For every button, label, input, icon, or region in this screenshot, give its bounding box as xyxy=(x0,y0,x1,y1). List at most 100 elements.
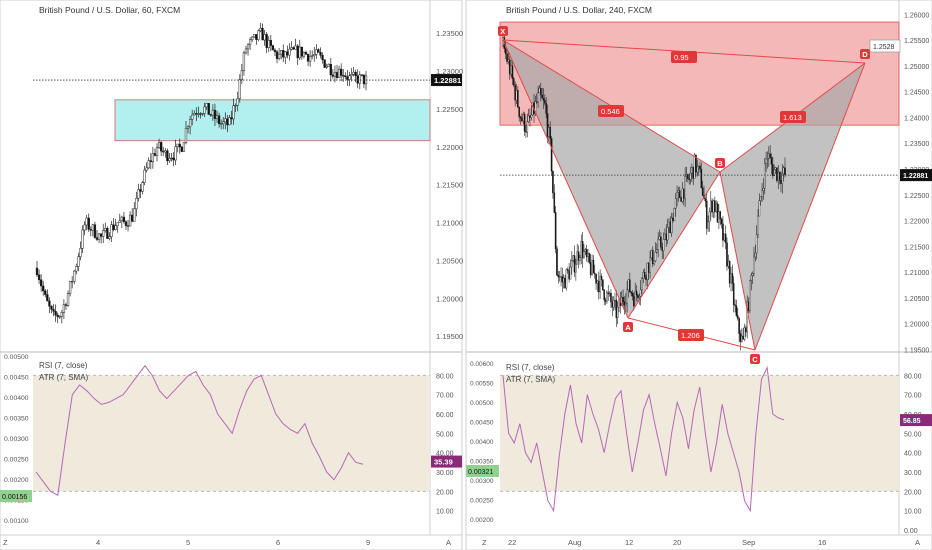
rsi-tick-label: 30.00 xyxy=(436,470,454,477)
candle-body xyxy=(610,292,612,303)
candle-body xyxy=(622,296,624,303)
rsi-tick-label: 30.00 xyxy=(904,470,922,477)
candle-body xyxy=(623,301,626,306)
candle-body xyxy=(709,200,712,212)
candle-body xyxy=(518,106,520,117)
price-tick-label: 1.23500 xyxy=(904,141,929,148)
time-tick-label: 16 xyxy=(818,538,826,547)
candle-body xyxy=(66,293,70,306)
candle-body xyxy=(197,113,200,115)
candle-body xyxy=(629,279,631,293)
candle-body xyxy=(722,223,724,241)
candle-body xyxy=(565,269,568,289)
candle-body xyxy=(646,262,649,280)
candle-body xyxy=(240,70,243,80)
candle-body xyxy=(327,64,330,67)
right-chart-panel: British Pound / U.S. Dollar, 240, FXCM 1.… xyxy=(465,0,932,550)
rsi-tick-label: 40.00 xyxy=(436,451,454,458)
atr-tick-label: 0.00550 xyxy=(470,381,494,388)
candle-body xyxy=(71,281,74,283)
candle-body xyxy=(234,104,237,107)
candle-body xyxy=(52,309,55,312)
candle-body xyxy=(778,171,781,181)
candle-body xyxy=(604,299,607,302)
candle-body xyxy=(755,234,758,254)
pattern-leg-ab xyxy=(627,171,721,319)
candle-body xyxy=(571,260,573,268)
candle-body xyxy=(42,285,45,292)
candle-body xyxy=(331,74,335,77)
pattern-point-label: C xyxy=(752,355,758,364)
candle-body xyxy=(643,272,646,278)
candle-body xyxy=(581,241,584,258)
candle-body xyxy=(676,192,678,199)
rsi-tick-label: 50.00 xyxy=(436,431,454,438)
candle-body xyxy=(319,52,322,56)
candle-body xyxy=(265,34,268,48)
candle-body xyxy=(602,279,604,290)
candle-body xyxy=(350,74,353,76)
candle-body xyxy=(660,236,662,248)
time-tick-label: Z xyxy=(3,538,8,547)
price-tick-label: 1.23500 xyxy=(436,29,463,38)
candle-body xyxy=(741,335,743,342)
candle-body xyxy=(638,296,641,299)
candle-body xyxy=(575,263,577,273)
candle-body xyxy=(757,215,759,235)
candle-body xyxy=(735,305,738,316)
rsi-tick-label: 70.00 xyxy=(904,393,922,400)
candle-body xyxy=(149,160,152,163)
candle-body xyxy=(46,294,49,302)
candle-body xyxy=(97,233,101,240)
candle-body xyxy=(651,250,654,265)
time-tick-label: Sep xyxy=(742,538,755,547)
candle-body xyxy=(139,189,142,192)
candle-body xyxy=(323,59,326,68)
panel-border xyxy=(0,0,463,550)
candle-body xyxy=(131,214,134,222)
candle-body xyxy=(346,76,349,80)
candle-body xyxy=(746,301,749,333)
pattern-point-badge xyxy=(715,158,725,168)
candle-body xyxy=(701,187,704,196)
candle-body xyxy=(188,119,192,128)
price-tick-label: 1.20000 xyxy=(904,322,929,329)
candle-body xyxy=(576,251,579,265)
candle-body xyxy=(93,224,97,238)
candle-body xyxy=(580,241,583,258)
last-price-value: 1.22881 xyxy=(434,76,461,85)
candle-body xyxy=(126,225,130,227)
candle-body xyxy=(712,200,715,213)
candle-body xyxy=(236,98,239,106)
atr-tick-label: 0.00400 xyxy=(470,439,494,446)
candle-body xyxy=(616,306,619,318)
price-tick-label: 1.22000 xyxy=(436,143,463,152)
ratio-badge xyxy=(671,51,697,63)
candle-body xyxy=(311,55,314,57)
candle-body xyxy=(750,275,753,281)
candle-body xyxy=(133,208,136,222)
ratio-badge xyxy=(780,111,806,123)
rsi-label: RSI (7, close) xyxy=(506,363,555,372)
d-price-callout xyxy=(869,39,901,53)
candle-body xyxy=(87,217,90,230)
rsi-line xyxy=(35,364,364,496)
candle-body xyxy=(515,90,518,101)
candle-body xyxy=(763,163,766,189)
candle-body xyxy=(726,242,728,267)
time-tick-label: A xyxy=(446,538,451,547)
candle-body xyxy=(535,101,538,103)
candle-body xyxy=(35,267,39,276)
candle-body xyxy=(699,165,701,170)
candle-body xyxy=(512,78,515,86)
candle-body xyxy=(122,216,126,222)
candle-body xyxy=(517,90,519,108)
candle-body xyxy=(692,166,695,179)
candle-body xyxy=(566,269,569,271)
candle-body xyxy=(213,109,217,119)
candle-body xyxy=(333,72,337,77)
candle-body xyxy=(587,253,589,258)
price-tick-label: 1.19500 xyxy=(436,332,463,341)
candle-body xyxy=(754,252,757,258)
candle-body xyxy=(782,167,785,174)
